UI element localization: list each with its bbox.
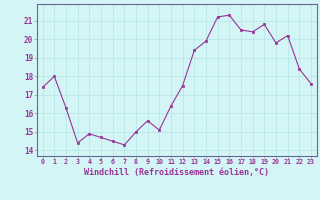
- X-axis label: Windchill (Refroidissement éolien,°C): Windchill (Refroidissement éolien,°C): [84, 168, 269, 177]
